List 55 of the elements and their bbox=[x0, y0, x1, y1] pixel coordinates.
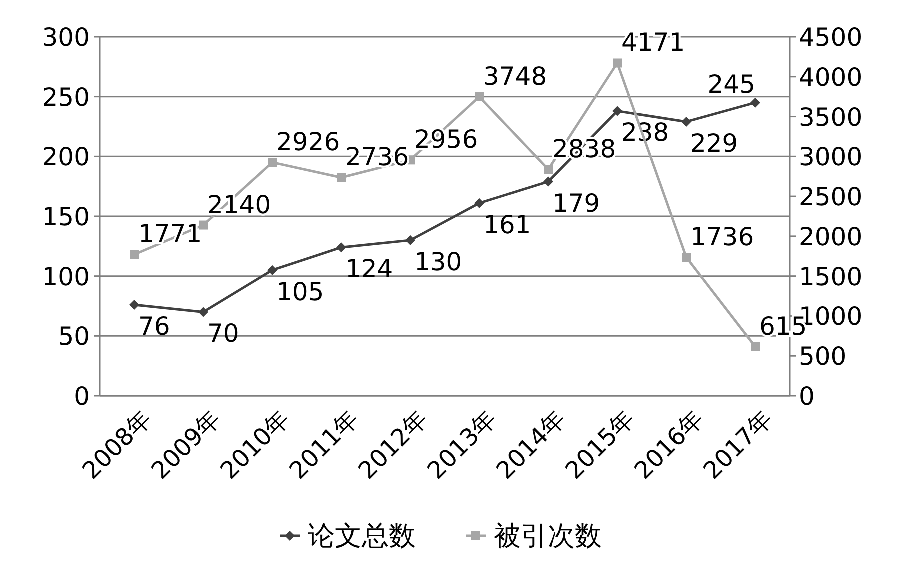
y-tick-label: 300 bbox=[42, 23, 90, 52]
point bbox=[406, 235, 416, 246]
point bbox=[612, 106, 622, 116]
point bbox=[474, 198, 484, 208]
point bbox=[475, 92, 484, 102]
legend-label: 论文总数 bbox=[308, 521, 416, 552]
point bbox=[268, 265, 278, 276]
y2-tick-label: 0 bbox=[799, 382, 815, 411]
data-label: 76 bbox=[138, 312, 170, 342]
y-tick-label: 150 bbox=[42, 202, 90, 232]
data-label: 2736 bbox=[346, 142, 410, 172]
data-label: 179 bbox=[552, 188, 600, 218]
data-label: 130 bbox=[414, 247, 462, 276]
y-tick-label: 250 bbox=[42, 82, 90, 112]
point bbox=[613, 58, 622, 68]
y2-tick-label: 500 bbox=[799, 342, 847, 372]
data-label: 161 bbox=[484, 210, 532, 240]
y-tick-label: 200 bbox=[42, 142, 90, 172]
data-label: 2956 bbox=[414, 125, 478, 154]
y-tick-label: 0 bbox=[74, 382, 90, 411]
y-tick-label: 50 bbox=[58, 322, 90, 352]
y2-tick-label: 2000 bbox=[799, 222, 863, 252]
data-label: 1736 bbox=[690, 222, 754, 252]
y2-tick-label: 3000 bbox=[799, 142, 863, 172]
data-label: 4171 bbox=[622, 28, 686, 58]
data-label: 2926 bbox=[276, 128, 340, 157]
data-label: 1771 bbox=[138, 220, 202, 249]
y-tick-label: 100 bbox=[42, 262, 90, 292]
point bbox=[682, 253, 691, 262]
y2-tick-label: 4000 bbox=[799, 62, 863, 92]
data-label: 124 bbox=[346, 254, 394, 284]
point bbox=[336, 242, 346, 253]
point bbox=[544, 165, 553, 174]
point bbox=[544, 176, 554, 187]
y2-tick-label: 4500 bbox=[799, 23, 863, 52]
data-label: 229 bbox=[690, 128, 738, 158]
data-label: 70 bbox=[208, 319, 240, 348]
y2-tick-label: 3500 bbox=[799, 102, 863, 132]
point bbox=[268, 158, 277, 168]
point bbox=[199, 220, 208, 230]
point bbox=[750, 98, 760, 108]
data-label: 238 bbox=[622, 118, 670, 148]
y2-tick-label: 2500 bbox=[799, 182, 863, 212]
point bbox=[751, 342, 760, 352]
point bbox=[682, 116, 692, 127]
point bbox=[130, 300, 140, 310]
data-label: 245 bbox=[708, 70, 756, 99]
data-label: 2140 bbox=[208, 190, 272, 220]
point bbox=[130, 250, 139, 260]
y2-tick-label: 1500 bbox=[799, 262, 863, 292]
data-label: 3748 bbox=[484, 62, 548, 91]
legend-label: 被引次数 bbox=[494, 521, 602, 552]
point bbox=[337, 173, 346, 182]
point bbox=[198, 307, 208, 318]
data-label: 105 bbox=[276, 277, 324, 306]
